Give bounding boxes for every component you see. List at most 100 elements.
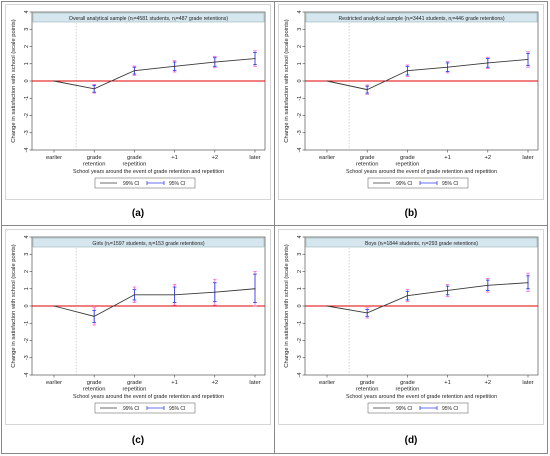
y-tick-label: -3 <box>297 130 303 135</box>
title-box <box>305 237 538 248</box>
estimate-point <box>366 89 368 91</box>
chart-b: Restricted analytical sample (nᵢ=3441 st… <box>278 4 544 200</box>
title-box <box>32 12 265 23</box>
grid-divider-vertical <box>274 1 275 454</box>
estimate-point <box>447 289 449 292</box>
x-tick-label: later <box>522 380 533 386</box>
y-tick-label: 0 <box>24 79 30 82</box>
y-tick-label: -3 <box>24 355 30 360</box>
y-tick-label: -2 <box>297 113 303 118</box>
estimate-point <box>406 70 408 72</box>
y-tick-label: 1 <box>24 287 30 290</box>
title-box <box>305 12 538 23</box>
y-tick-label: 4 <box>297 10 303 13</box>
y-tick-label: 1 <box>297 62 303 65</box>
panel-b: Restricted analytical sample (nᵢ=3441 st… <box>278 4 544 200</box>
y-tick-label: -4 <box>297 148 303 153</box>
y-tick-label: -2 <box>297 338 303 343</box>
y-axis-label: Change in satisfaction with school (scal… <box>284 244 290 367</box>
legend-99-label: 99% CI <box>396 406 412 412</box>
legend-95-label: 95% CI <box>169 406 185 412</box>
y-tick-label: -3 <box>24 130 30 135</box>
estimate-point <box>53 80 55 82</box>
x-tick-label-line2: retention <box>356 162 379 168</box>
estimate-point <box>447 66 449 68</box>
estimate-point <box>527 282 529 284</box>
y-tick-label: -1 <box>297 96 303 101</box>
panel-c: Girls (nᵢ=1597 students, nⱼ=153 grade re… <box>5 229 271 425</box>
estimate-line <box>53 288 256 317</box>
estimate-point <box>406 295 408 297</box>
y-tick-label: -4 <box>24 373 30 378</box>
estimate-line <box>326 58 529 91</box>
chart-title: Girls (nᵢ=1597 students, nⱼ=153 grade re… <box>92 241 204 247</box>
x-tick-label-line2: retention <box>83 387 106 393</box>
panel-label-a: (a) <box>131 208 145 219</box>
x-tick-label: grade <box>400 155 415 161</box>
y-axis-label: Change in satisfaction with school (scal… <box>11 244 17 367</box>
estimate-point <box>527 58 529 61</box>
y-tick-label: 4 <box>24 10 30 13</box>
y-tick-label: 3 <box>297 253 303 256</box>
x-axis-label: School years around the event of grade r… <box>346 394 497 400</box>
x-tick-label: grade <box>360 155 375 161</box>
y-tick-label: 0 <box>297 79 303 82</box>
x-tick-label: grade <box>127 380 142 386</box>
x-tick-label: +2 <box>211 380 218 386</box>
estimate-point <box>133 294 135 296</box>
y-tick-label: -4 <box>297 373 303 378</box>
x-axis-label: School years around the event of grade r… <box>346 169 497 175</box>
y-tick-label: 2 <box>297 270 303 273</box>
legend-95-label: 95% CI <box>442 406 458 412</box>
legend-box <box>94 177 196 189</box>
panel-label-d: (d) <box>404 435 418 446</box>
chart-a: Overall analytical sample (nᵢ=4581 stude… <box>5 4 271 200</box>
x-tick-label: grade <box>87 155 102 161</box>
estimate-point <box>93 315 95 317</box>
x-tick-label: grade <box>360 380 375 386</box>
legend-95-label: 95% CI <box>169 181 185 187</box>
y-tick-label: -1 <box>297 321 303 326</box>
y-tick-label: 0 <box>297 304 303 307</box>
chart-title: Overall analytical sample (nᵢ=4581 stude… <box>69 16 228 22</box>
x-tick-label: +1 <box>444 380 451 386</box>
estimate-point <box>174 65 176 67</box>
y-tick-label: 1 <box>24 62 30 65</box>
x-tick-label: grade <box>87 380 102 386</box>
y-tick-label: 3 <box>297 28 303 31</box>
estimate-point <box>93 88 95 90</box>
x-tick-label: later <box>249 155 260 161</box>
legend-99-label: 99% CI <box>396 181 412 187</box>
x-axis-label: School years around the event of grade r… <box>73 394 224 400</box>
estimate-point <box>326 305 328 307</box>
y-tick-label: 3 <box>24 28 30 31</box>
y-tick-label: 4 <box>297 235 303 238</box>
estimate-point <box>487 284 489 286</box>
y-tick-label: 2 <box>297 45 303 48</box>
y-tick-label: 0 <box>24 304 30 307</box>
x-tick-label-line2: repetition <box>122 387 146 393</box>
estimate-point <box>326 80 328 82</box>
x-tick-label: earlier <box>46 155 62 161</box>
panel-label-c: (c) <box>131 435 145 446</box>
x-tick-label: earlier <box>319 155 335 161</box>
estimate-point <box>214 61 216 63</box>
legend-box <box>367 177 469 189</box>
chart-title: Restricted analytical sample (nᵢ=3441 st… <box>338 16 504 22</box>
y-tick-label: 2 <box>24 270 30 273</box>
y-axis-label: Change in satisfaction with school (scal… <box>11 19 17 142</box>
chart-d: Boys (nᵢ=1844 students, nⱼ=293 grade ret… <box>278 229 544 425</box>
y-tick-label: -1 <box>24 321 30 326</box>
legend-99-label: 99% CI <box>123 406 139 412</box>
x-tick-label-line2: repetition <box>122 162 146 168</box>
panel-d: Boys (nᵢ=1844 students, nⱼ=293 grade ret… <box>278 229 544 425</box>
estimate-line <box>326 282 529 314</box>
y-tick-label: -2 <box>24 113 30 118</box>
y-tick-label: 4 <box>24 235 30 238</box>
estimate-line <box>53 58 256 90</box>
x-tick-label-line2: repetition <box>395 387 419 393</box>
legend-box <box>367 402 469 414</box>
estimate-point <box>487 62 489 64</box>
estimate-point <box>214 291 216 293</box>
estimate-point <box>254 288 256 290</box>
